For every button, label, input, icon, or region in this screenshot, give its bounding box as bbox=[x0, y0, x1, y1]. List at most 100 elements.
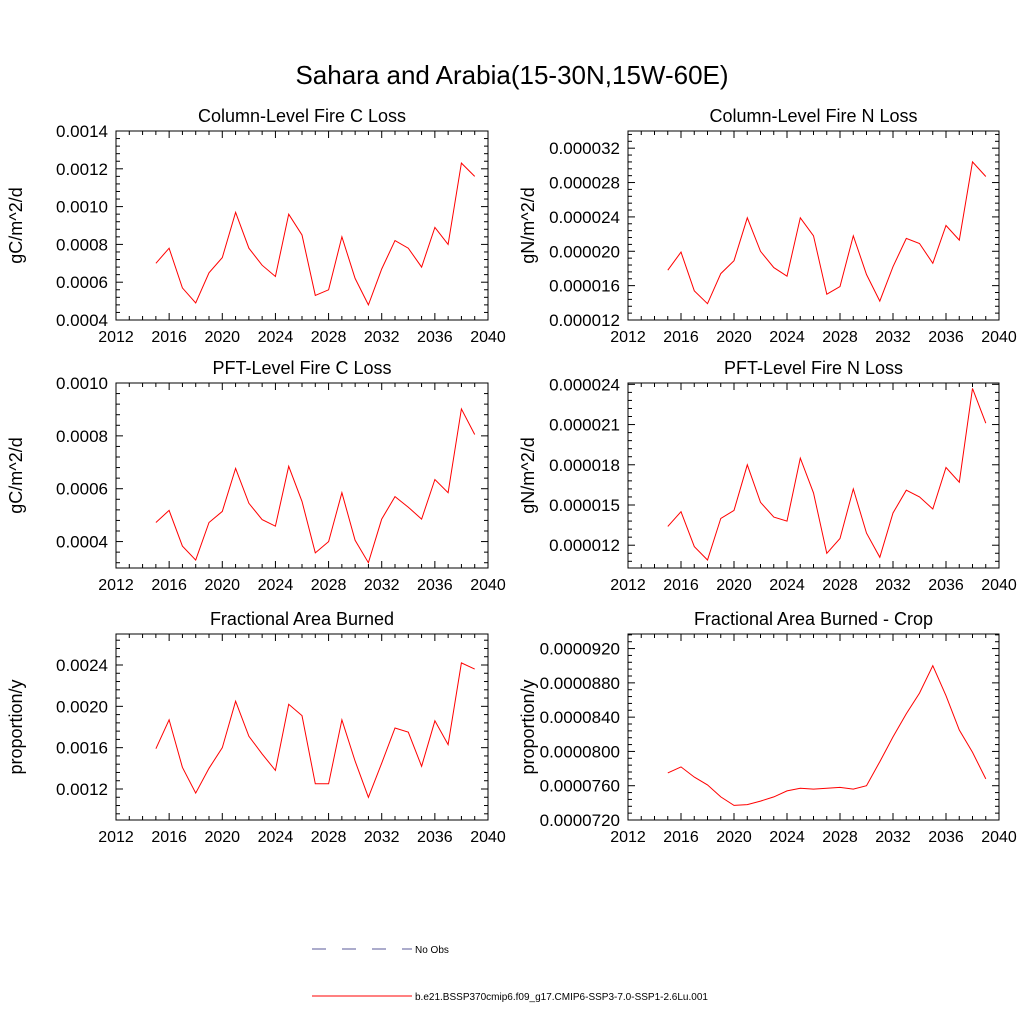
series-line-1 bbox=[155, 662, 475, 799]
x-tick-label: 2036 bbox=[417, 577, 453, 594]
legend: No Obs b.e21.BSSP370cmip6.f09_g17.CMIP6-… bbox=[312, 945, 708, 1003]
x-tick-label: 2028 bbox=[311, 829, 347, 846]
y-tick-label: 0.0012 bbox=[56, 780, 108, 799]
x-tick-label: 2024 bbox=[769, 829, 805, 846]
y-tick-label: 0.000016 bbox=[549, 277, 620, 296]
x-tick-label: 2032 bbox=[875, 577, 911, 594]
x-tick-label: 2032 bbox=[364, 829, 400, 846]
x-tick-label: 2032 bbox=[875, 329, 911, 346]
x-tick-label: 2040 bbox=[981, 329, 1017, 346]
x-tick-label: 2032 bbox=[364, 577, 400, 594]
x-tick-label: 2012 bbox=[610, 577, 646, 594]
y-tick-label: 0.0024 bbox=[56, 656, 108, 675]
figure-title: Sahara and Arabia(15-30N,15W-60E) bbox=[295, 60, 728, 90]
y-tick-label: 0.000032 bbox=[549, 139, 620, 158]
chart-panel-3: PFT-Level Fire C Loss gC/m^2/d 2012 2016 202… bbox=[6, 358, 506, 594]
x-tick-label: 2040 bbox=[470, 829, 506, 846]
x-tick-label: 2020 bbox=[716, 829, 752, 846]
x-tick-label: 2028 bbox=[311, 577, 347, 594]
series-line-1 bbox=[667, 388, 987, 561]
x-tick-label: 2016 bbox=[663, 829, 699, 846]
x-tick-label: 2028 bbox=[822, 577, 858, 594]
x-tick-label: 2036 bbox=[928, 577, 964, 594]
series-line-1 bbox=[155, 407, 476, 564]
y-axis-label: gC/m^2/d bbox=[6, 437, 26, 513]
x-tick-label: 2012 bbox=[610, 829, 646, 846]
legend-label-model: b.e21.BSSP370cmip6.f09_g17.CMIP6-SSP3-7.… bbox=[415, 992, 708, 1003]
y-tick-label: 0.000015 bbox=[549, 496, 620, 515]
y-tick-label: 0.0000720 bbox=[540, 811, 620, 830]
y-tick-label: 0.000018 bbox=[549, 456, 620, 475]
y-axis-label: proportion/y bbox=[6, 679, 26, 774]
x-tick-label: 2020 bbox=[204, 829, 240, 846]
series-line-1 bbox=[155, 162, 476, 307]
y-tick-label: 0.0010 bbox=[56, 198, 108, 217]
panel-grid: Column-Level Fire C Loss gC/m^2/d 2012 2016… bbox=[6, 106, 1017, 846]
chart-title: PFT-Level Fire N Loss bbox=[724, 358, 903, 378]
x-tick-label: 2040 bbox=[981, 829, 1017, 846]
chart-panel-5: Fractional Area Burned proportion/y 2012 20… bbox=[6, 609, 506, 846]
x-tick-label: 2040 bbox=[470, 329, 506, 346]
x-tick-label: 2016 bbox=[151, 329, 187, 346]
x-tick-label: 2036 bbox=[417, 329, 453, 346]
chart-panel-4: PFT-Level Fire N Loss gN/m^2/d 2012 2016 202… bbox=[518, 358, 1017, 594]
y-tick-label: 0.000012 bbox=[549, 536, 620, 555]
x-tick-label: 2028 bbox=[822, 329, 858, 346]
y-tick-label: 0.000024 bbox=[549, 375, 620, 394]
y-tick-label: 0.0000760 bbox=[540, 777, 620, 796]
y-tick-label: 0.0000800 bbox=[540, 742, 620, 761]
y-tick-label: 0.0000880 bbox=[540, 674, 620, 693]
y-tick-label: 0.0004 bbox=[56, 533, 108, 552]
chart-title: Column-Level Fire N Loss bbox=[709, 106, 917, 126]
y-tick-label: 0.000012 bbox=[549, 311, 620, 330]
y-tick-label: 0.000028 bbox=[549, 174, 620, 193]
x-tick-label: 2036 bbox=[928, 329, 964, 346]
x-tick-label: 2024 bbox=[769, 329, 805, 346]
x-tick-label: 2040 bbox=[981, 577, 1017, 594]
chart-panel-1: Column-Level Fire C Loss gC/m^2/d 2012 2016… bbox=[6, 106, 506, 346]
x-tick-label: 2016 bbox=[663, 329, 699, 346]
x-tick-label: 2016 bbox=[151, 829, 187, 846]
chart-title: PFT-Level Fire C Loss bbox=[212, 358, 391, 378]
x-tick-label: 2020 bbox=[204, 577, 240, 594]
y-tick-label: 0.0014 bbox=[56, 122, 108, 141]
y-axis-label: gC/m^2/d bbox=[6, 187, 26, 263]
x-tick-label: 2028 bbox=[822, 829, 858, 846]
chart-title: Fractional Area Burned bbox=[210, 609, 394, 629]
x-tick-label: 2036 bbox=[928, 829, 964, 846]
x-tick-label: 2012 bbox=[98, 577, 134, 594]
y-tick-label: 0.0006 bbox=[56, 480, 108, 499]
y-tick-label: 0.0006 bbox=[56, 273, 108, 292]
x-tick-label: 2040 bbox=[470, 577, 506, 594]
legend-label-no-obs: No Obs bbox=[415, 945, 449, 956]
x-tick-label: 2028 bbox=[311, 329, 347, 346]
chart-panel-6: Fractional Area Burned - Crop proportion/… bbox=[518, 609, 1017, 846]
x-tick-label: 2020 bbox=[204, 329, 240, 346]
y-axis-label: proportion/y bbox=[518, 679, 538, 774]
x-tick-label: 2024 bbox=[258, 329, 294, 346]
x-tick-label: 2012 bbox=[610, 329, 646, 346]
x-tick-label: 2012 bbox=[98, 329, 134, 346]
x-tick-label: 2012 bbox=[98, 829, 134, 846]
y-tick-label: 0.0008 bbox=[56, 235, 108, 254]
x-tick-label: 2016 bbox=[151, 577, 187, 594]
y-tick-label: 0.0010 bbox=[56, 374, 108, 393]
y-tick-label: 0.0008 bbox=[56, 427, 108, 446]
y-tick-label: 0.0016 bbox=[56, 739, 108, 758]
y-tick-label: 0.0020 bbox=[56, 697, 108, 716]
x-tick-label: 2036 bbox=[417, 829, 453, 846]
x-tick-label: 2032 bbox=[364, 329, 400, 346]
x-tick-label: 2020 bbox=[716, 329, 752, 346]
y-tick-label: 0.0000920 bbox=[540, 640, 620, 659]
x-tick-label: 2024 bbox=[258, 829, 294, 846]
x-tick-label: 2032 bbox=[875, 829, 911, 846]
y-axis-label: gN/m^2/d bbox=[518, 437, 538, 513]
y-tick-label: 0.0004 bbox=[56, 311, 108, 330]
series-line-1 bbox=[667, 160, 987, 305]
y-tick-label: 0.0000840 bbox=[540, 708, 620, 727]
chart-title: Column-Level Fire C Loss bbox=[198, 106, 406, 126]
y-tick-label: 0.000021 bbox=[549, 416, 620, 435]
x-tick-label: 2020 bbox=[716, 577, 752, 594]
